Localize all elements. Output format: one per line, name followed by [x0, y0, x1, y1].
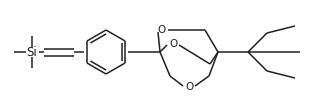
Text: Si: Si [27, 46, 38, 58]
Text: O: O [158, 25, 166, 35]
Text: O: O [169, 39, 177, 49]
Text: O: O [185, 82, 193, 92]
